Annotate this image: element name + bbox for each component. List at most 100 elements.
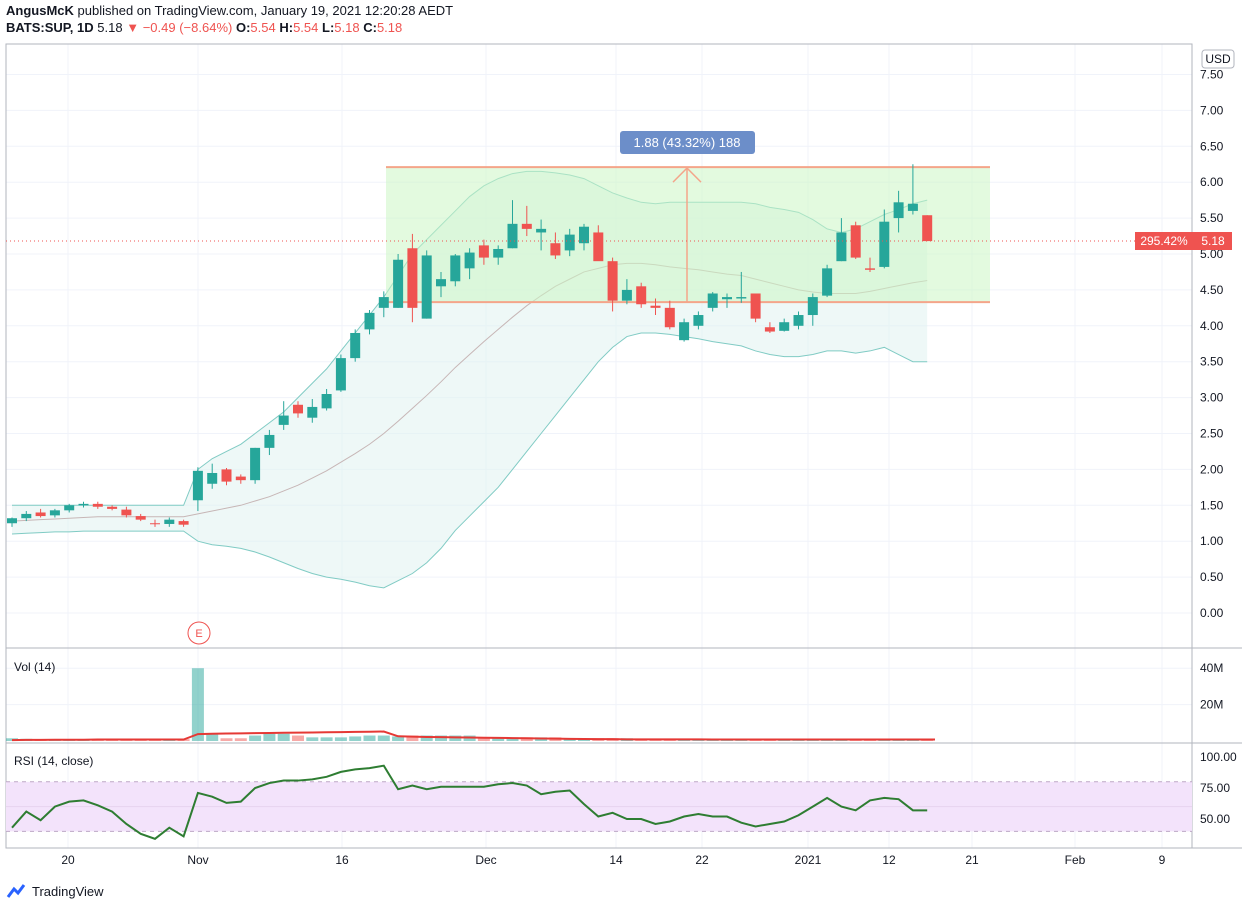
candle-body	[507, 223, 518, 249]
measure-label-box[interactable]	[620, 131, 755, 154]
measure-box	[386, 167, 990, 303]
candle-body	[650, 305, 661, 308]
candle-body	[707, 293, 718, 308]
candle-body	[378, 297, 389, 308]
price-tick: 1.50	[1200, 498, 1224, 512]
volume-bar	[249, 735, 262, 741]
published-text: published on TradingView.com, January 19…	[77, 3, 454, 18]
earnings-marker[interactable]	[187, 621, 211, 645]
candle-body	[293, 404, 303, 414]
symbol-legend: BATS:SUP, 1D 5.18 ▼ −0.49 (−8.64%) O:5.5…	[6, 20, 402, 35]
candle-body	[364, 312, 375, 330]
candle-body	[7, 518, 17, 524]
low-value: 5.18	[334, 20, 360, 35]
candle-body	[807, 297, 818, 316]
brand[interactable]: TradingView	[6, 883, 104, 899]
candle-body	[78, 503, 89, 506]
candle-body	[621, 289, 632, 301]
candle-body	[564, 234, 575, 251]
price-change-tag	[1135, 232, 1194, 250]
band-lower	[11, 332, 928, 589]
volume-bar	[435, 735, 447, 741]
measure-label: 1.88 (43.32%) 188	[634, 135, 741, 150]
candle-body	[450, 255, 461, 282]
price-change-pct: 295.42%	[1140, 234, 1188, 248]
price-change: −0.49 (−8.64%)	[142, 20, 233, 35]
high-label: H:	[279, 20, 294, 35]
volume-bar	[234, 738, 247, 741]
time-tick: 22	[695, 853, 709, 867]
author-name[interactable]: AngusMcK	[6, 3, 74, 18]
price-tick: 1.00	[1200, 534, 1224, 548]
last-price: 5.18	[97, 20, 123, 35]
price-tick: 0.50	[1200, 570, 1224, 584]
candle-body	[92, 503, 103, 507]
volume-bar	[292, 735, 304, 741]
candle-body	[793, 315, 804, 326]
candle-body	[722, 297, 732, 300]
currency-tag[interactable]	[1201, 49, 1235, 69]
chart-frame	[5, 43, 1193, 849]
open-value: 5.54	[250, 20, 276, 35]
price-tick: 3.50	[1200, 355, 1224, 369]
candle-body	[221, 469, 232, 482]
time-tick: Feb	[1065, 853, 1086, 867]
symbol-name[interactable]: BATS:SUP, 1D	[6, 20, 94, 35]
price-tick: 7.00	[1200, 103, 1224, 117]
volume-bar	[392, 736, 405, 741]
low-label: L:	[322, 20, 335, 35]
candle-body	[464, 252, 475, 269]
candle-body	[135, 516, 146, 520]
volume-bar	[191, 668, 204, 741]
candle-body	[750, 293, 761, 319]
candle-body	[736, 297, 747, 299]
brand-name: TradingView	[32, 883, 104, 899]
rsi-tick: 100.00	[1200, 750, 1237, 764]
rsi-pane	[6, 764, 1192, 840]
time-tick: 12	[882, 853, 896, 867]
candle-body	[607, 261, 618, 301]
candle-body	[164, 519, 175, 524]
volume-bar	[377, 735, 390, 741]
candle-body	[421, 255, 432, 319]
price-tick: 5.50	[1200, 211, 1224, 225]
candle-body	[478, 245, 489, 258]
price-tag	[1194, 232, 1232, 250]
high-value: 5.54	[293, 20, 319, 35]
candle-body	[21, 513, 32, 519]
candle-body	[907, 203, 918, 211]
down-arrow-icon: ▼	[126, 20, 140, 35]
range-measure[interactable]	[386, 166, 990, 304]
candle-body	[764, 327, 775, 332]
volume-bar	[277, 733, 290, 741]
candle-body	[436, 279, 446, 287]
candle-body	[49, 510, 60, 516]
price-tick: 6.00	[1200, 175, 1224, 189]
price-tick: 4.50	[1200, 283, 1224, 297]
rsi-tick: 75.00	[1200, 781, 1230, 795]
price-tick: 6.50	[1200, 139, 1224, 153]
candle-body	[121, 509, 132, 516]
candle-body	[107, 506, 118, 509]
volume-bar	[306, 737, 319, 741]
candle-body	[278, 415, 289, 425]
candle-body	[207, 472, 218, 484]
price-tag-value: 5.18	[1201, 234, 1225, 248]
close-label: C:	[363, 20, 377, 35]
measure-arrow-head	[672, 167, 702, 183]
earnings-marker-label: E	[195, 628, 202, 640]
volume-bar	[349, 736, 362, 741]
time-tick: 20	[61, 853, 75, 867]
time-tick: 16	[335, 853, 349, 867]
price-tick: 7.50	[1200, 68, 1224, 82]
rsi-line	[11, 764, 928, 840]
volume-bar	[492, 737, 505, 741]
candle-body	[521, 223, 532, 229]
candle-body	[264, 434, 275, 448]
candle-body	[393, 259, 404, 308]
close-value: 5.18	[376, 20, 403, 35]
volume-bar	[420, 735, 433, 741]
publish-info: AngusMcK published on TradingView.com, J…	[6, 3, 453, 18]
price-tick: 2.50	[1200, 427, 1224, 441]
